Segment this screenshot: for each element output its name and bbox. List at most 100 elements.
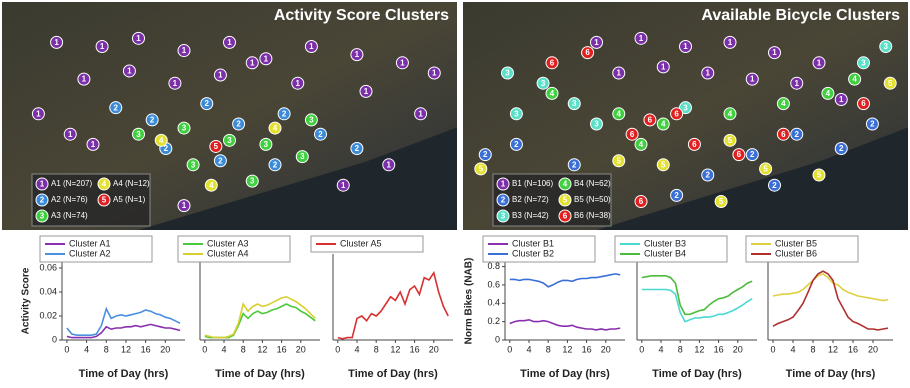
point-label: 1 [136,34,141,43]
point-label: 4 [617,109,622,118]
point-label: 6 [737,150,742,159]
point-label: 1 [639,34,644,43]
point-label: 1 [91,140,96,149]
point-label: 3 [309,116,314,125]
x-tick-label: 0 [507,344,512,354]
y-axis-label: Norm Bikes (NAB) [464,258,475,345]
point-label: 2 [236,120,241,129]
legend-swatch-label: 5 [102,196,107,205]
series-line [642,290,752,322]
point-label: 3 [884,42,889,51]
x-tick-label: 4 [526,344,531,354]
point-label: 6 [585,48,590,57]
point-label: 1 [839,95,844,104]
point-label: 1 [364,87,369,96]
point-label: 2 [273,160,278,169]
point-label: 3 [514,109,519,118]
x-tick-label: 12 [257,344,267,354]
point-label: 3 [182,124,187,133]
point-label: 6 [781,130,786,139]
point-label: 1 [661,62,666,71]
x-tick-label: 8 [374,344,379,354]
legend-label: A1 (N=207) [51,179,92,188]
y-tick-label: 0 [495,334,500,344]
legend-swatch-label: 2 [501,196,506,205]
series-line [205,304,315,338]
point-label: 2 [355,144,360,153]
point-label: 2 [772,181,777,190]
map-title: Activity Score Clusters [274,7,449,24]
x-tick-label: 0 [202,344,207,354]
x-tick-label: 20 [429,344,439,354]
x-tick-label: 0 [639,344,644,354]
x-tick-label: 20 [160,344,170,354]
point-label: 3 [300,152,305,161]
x-tick-label: 4 [354,344,359,354]
series-line [338,273,448,339]
x-axis-label: Time of Day (hrs) [786,368,876,380]
point-label: 5 [479,164,484,173]
x-tick-label: 8 [810,344,815,354]
point-label: 5 [661,160,666,169]
point-label: 3 [594,120,599,129]
point-label: 4 [159,136,164,145]
series-line [510,274,620,287]
point-label: 1 [750,75,755,84]
legend-swatch-label: 3 [40,212,45,221]
x-tick-label: 16 [714,344,724,354]
legend-label: Cluster A2 [69,248,111,258]
x-axis-label: Time of Day (hrs) [520,368,610,380]
x-tick-label: 4 [84,344,89,354]
point-label: 3 [250,177,255,186]
y-tick-label: 0.4 [487,298,500,308]
legend-label: Cluster B4 [644,248,686,258]
point-label: 3 [572,99,577,108]
point-label: 6 [550,58,555,67]
legend-label: B3 (N=42) [512,211,549,220]
point-label: 5 [214,142,219,151]
point-label: 6 [674,109,679,118]
point-label: 5 [817,171,822,180]
point-label: 1 [264,54,269,63]
x-tick-label: 0 [770,344,775,354]
x-tick-label: 12 [562,344,572,354]
x-tick-label: 8 [241,344,246,354]
point-label: 3 [541,79,546,88]
x-tick-label: 8 [104,344,109,354]
figure: Activity Score Clusters11111111111111111… [0,0,910,388]
point-label: 3 [264,140,269,149]
x-tick-label: 0 [64,344,69,354]
x-tick-label: 16 [410,344,420,354]
x-axis-label: Time of Day (hrs) [215,368,305,380]
x-tick-label: 12 [121,344,131,354]
point-label: 3 [505,69,510,78]
point-label: 5 [728,136,733,145]
point-label: 4 [852,75,857,84]
point-label: 1 [82,75,87,84]
y-tick-label: 0.6 [487,279,500,289]
point-label: 2 [674,191,679,200]
legend-label: Cluster B3 [644,238,686,248]
point-label: 5 [719,197,724,206]
x-tick-label: 0 [335,344,340,354]
point-label: 2 [795,130,800,139]
x-tick-label: 16 [277,344,287,354]
series-line [205,297,315,338]
legend-label: B2 (N=72) [512,195,549,204]
point-label: 2 [483,150,488,159]
point-label: 5 [763,164,768,173]
y-tick-label: 0.04 [39,286,57,296]
y-tick-label: 0.2 [487,316,500,326]
point-label: 3 [227,136,232,145]
point-label: 2 [870,120,875,129]
point-label: 3 [683,103,688,112]
legend-swatch-label: 5 [563,196,568,205]
point-label: 4 [661,120,666,129]
point-label: 4 [639,140,644,149]
x-tick-label: 12 [390,344,400,354]
y-tick-label: 0.06 [39,262,57,272]
point-label: 1 [795,79,800,88]
point-label: 1 [728,38,733,47]
point-label: 1 [127,67,132,76]
legend-label: Cluster B1 [512,238,554,248]
